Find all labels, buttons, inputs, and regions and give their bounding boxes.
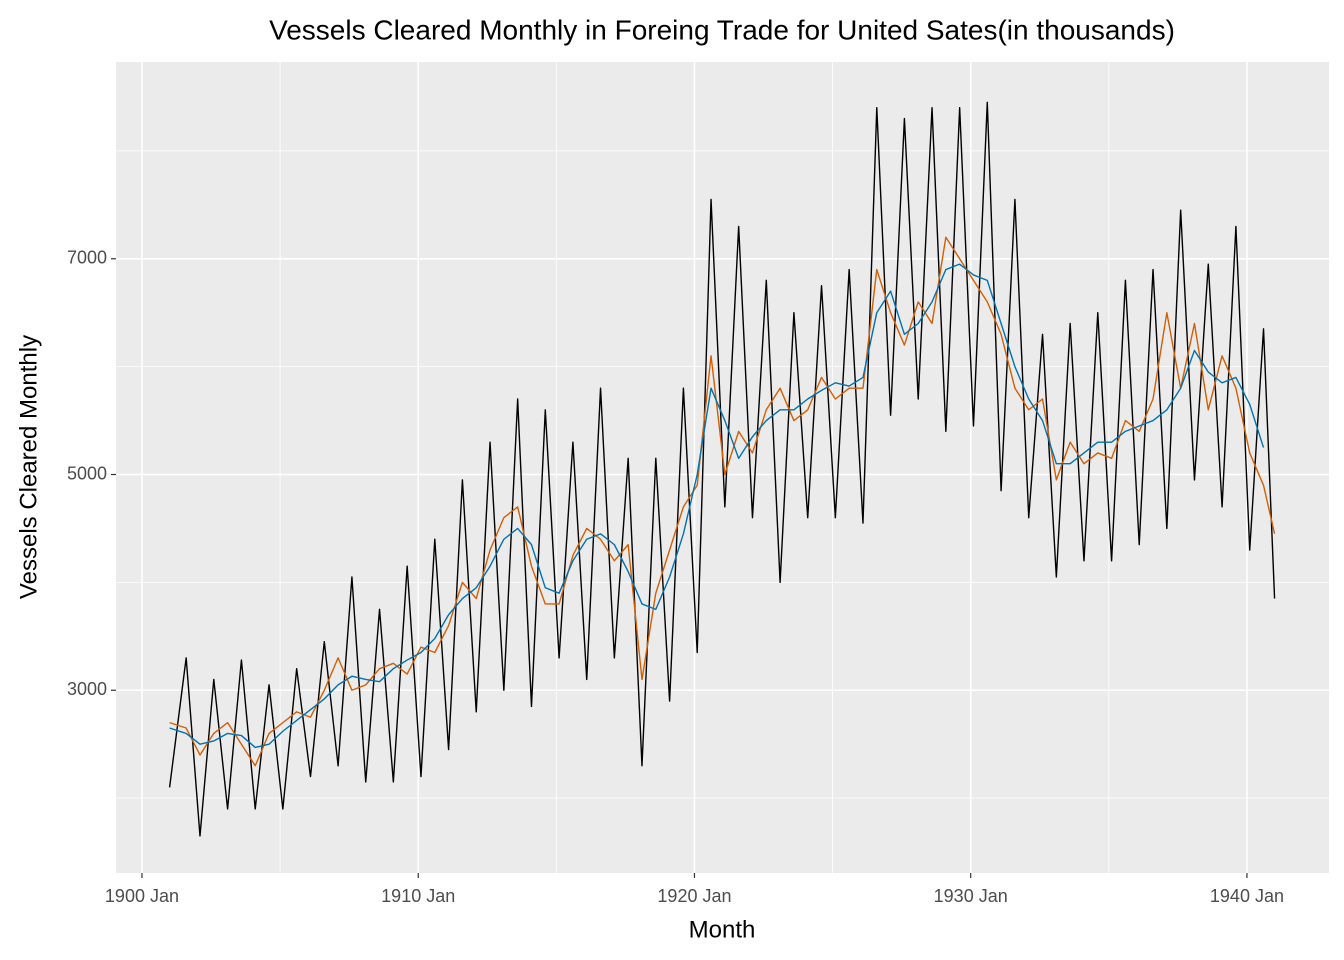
series-line bbox=[168, 101, 1276, 837]
x-tick-label: 1940 Jan bbox=[1210, 886, 1284, 906]
chart-title: Vessels Cleared Monthly in Foreing Trade… bbox=[269, 14, 1175, 45]
x-tick-label: 1900 Jan bbox=[105, 886, 179, 906]
x-tick-label: 1910 Jan bbox=[381, 886, 455, 906]
y-axis-title: Vessels Cleared Monthly bbox=[15, 335, 42, 599]
y-tick-label: 7000 bbox=[67, 248, 107, 268]
series-line bbox=[169, 236, 1276, 767]
x-tick-label: 1920 Jan bbox=[657, 886, 731, 906]
y-tick-label: 3000 bbox=[67, 679, 107, 699]
series-line bbox=[169, 263, 1265, 749]
x-axis-title: Month bbox=[689, 916, 756, 943]
y-tick-label: 5000 bbox=[67, 463, 107, 483]
x-tick-label: 1930 Jan bbox=[934, 886, 1008, 906]
